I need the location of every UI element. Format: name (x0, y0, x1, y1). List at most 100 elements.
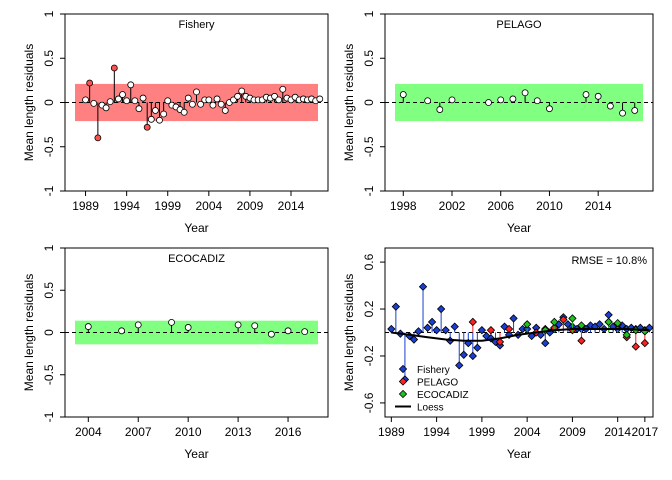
residual-point-ecocadiz (604, 317, 613, 327)
x-tick-label: 1989 (378, 425, 405, 439)
residual-point (533, 97, 541, 105)
residual-point-pelago (631, 342, 640, 351)
y-tick-label: 1 (42, 244, 56, 251)
residual-point-fishery (436, 304, 446, 314)
confidence-band (75, 320, 318, 345)
y-tick-label: -1 (362, 185, 376, 196)
y-tick-label: -0.6 (362, 392, 376, 413)
x-tick-label: 2016 (275, 425, 302, 439)
residual-point-fishery (414, 327, 423, 336)
residual-point-fishery (459, 350, 468, 359)
residual-point (582, 91, 590, 98)
residual-point-ecocadiz (550, 317, 559, 327)
residual-point-fishery (627, 323, 636, 332)
residual-point (284, 327, 292, 335)
residual-point-fishery (473, 343, 482, 352)
residual-point-fishery (409, 335, 419, 344)
residual-point (217, 100, 225, 108)
x-tick-label: 2014 (585, 199, 612, 213)
panel-title: ECOCADIZ (168, 253, 225, 265)
y-tick-label: 0 (42, 329, 56, 336)
residual-point-fishery (636, 323, 645, 332)
residual-point-fishery (527, 331, 536, 341)
y-axis-label: Mean length residuals (22, 44, 36, 161)
y-tick-label: 1 (362, 10, 376, 17)
x-tick-label: 2010 (175, 425, 202, 439)
x-tick-label: 2004 (514, 425, 541, 439)
residual-point (197, 100, 205, 108)
residual-point-ecocadiz (613, 318, 622, 328)
residual-point (275, 96, 283, 104)
residual-point-fishery (645, 323, 654, 332)
y-tick-label: 1 (42, 10, 56, 17)
legend-label: Loess (417, 403, 444, 414)
legend-swatch (398, 364, 408, 374)
residual-point (94, 134, 102, 142)
residual-point-fishery (450, 322, 459, 331)
x-tick-label: 2007 (125, 425, 152, 439)
residual-point (205, 96, 213, 104)
residual-point (102, 104, 110, 112)
y-tick-label: 0 (42, 99, 56, 106)
panel-2: -1 -0.5 0 0.5 1 1998 2002 2006 2010 2014 Year Mean … (342, 10, 654, 235)
residual-point-fishery (427, 317, 437, 327)
residual-point-ecocadiz (568, 314, 577, 323)
residual-point (238, 87, 246, 95)
residual-point (301, 328, 309, 336)
x-tick-label: 2004 (195, 199, 222, 213)
y-tick-label: -1 (42, 411, 56, 422)
y-axis-label: Mean length residuals (22, 274, 36, 391)
residual-point (164, 97, 172, 105)
residual-point (509, 95, 517, 103)
y-tick-label: -1 (42, 185, 56, 196)
residual-point (436, 106, 444, 113)
x-axis-label: Year (184, 221, 208, 235)
x-tick-label: 1994 (113, 199, 140, 213)
residual-point-pelago (468, 317, 477, 327)
y-tick-label: -0.5 (362, 136, 376, 157)
residual-point (279, 85, 287, 93)
loess-line (391, 328, 650, 342)
residual-point (84, 323, 92, 330)
x-tick-label: 2006 (487, 199, 514, 213)
residual-point (234, 321, 242, 329)
panel-3: -1 -0.5 0 0.5 1 2004 2007 2010 2013 2016 Year Mean … (22, 244, 329, 461)
residual-point (168, 318, 175, 326)
x-tick-label: 1989 (72, 199, 99, 213)
x-tick-label: 1999 (154, 199, 181, 213)
y-tick-label: 0 (362, 99, 376, 106)
residual-point (90, 99, 98, 107)
residual-point (180, 108, 188, 116)
residual-point-pelago (577, 336, 586, 345)
residual-point (619, 109, 626, 117)
x-tick-label: 2009 (559, 425, 586, 439)
legend-label: Fishery (417, 365, 450, 376)
residual-point (234, 92, 241, 100)
residual-point (106, 98, 114, 106)
residual-point (123, 97, 131, 105)
legend-swatch (398, 389, 408, 399)
residual-point-pelago (640, 338, 650, 348)
legend-label: PELAGO (417, 378, 458, 389)
residual-point (213, 95, 221, 103)
residual-point (521, 89, 529, 97)
residual-point (118, 327, 125, 335)
x-axis-label: Year (507, 221, 531, 235)
residual-point (209, 101, 217, 109)
residual-point (160, 110, 168, 118)
residual-point-fishery (418, 282, 428, 291)
residual-point (135, 105, 143, 113)
y-tick-label: -0.2 (362, 345, 376, 366)
x-tick-label: 1998 (390, 199, 417, 213)
x-axis-label: Year (507, 447, 531, 461)
residual-point-fishery (541, 338, 550, 348)
residual-point (546, 105, 553, 113)
y-tick-label: 0.6 (362, 253, 376, 270)
residual-point (316, 95, 324, 103)
y-axis-label: Mean length residuals (342, 274, 356, 391)
residual-point (184, 94, 192, 102)
panel-title: PELAGO (496, 19, 542, 31)
x-tick-label: 1999 (469, 425, 496, 439)
residual-point (606, 102, 614, 110)
